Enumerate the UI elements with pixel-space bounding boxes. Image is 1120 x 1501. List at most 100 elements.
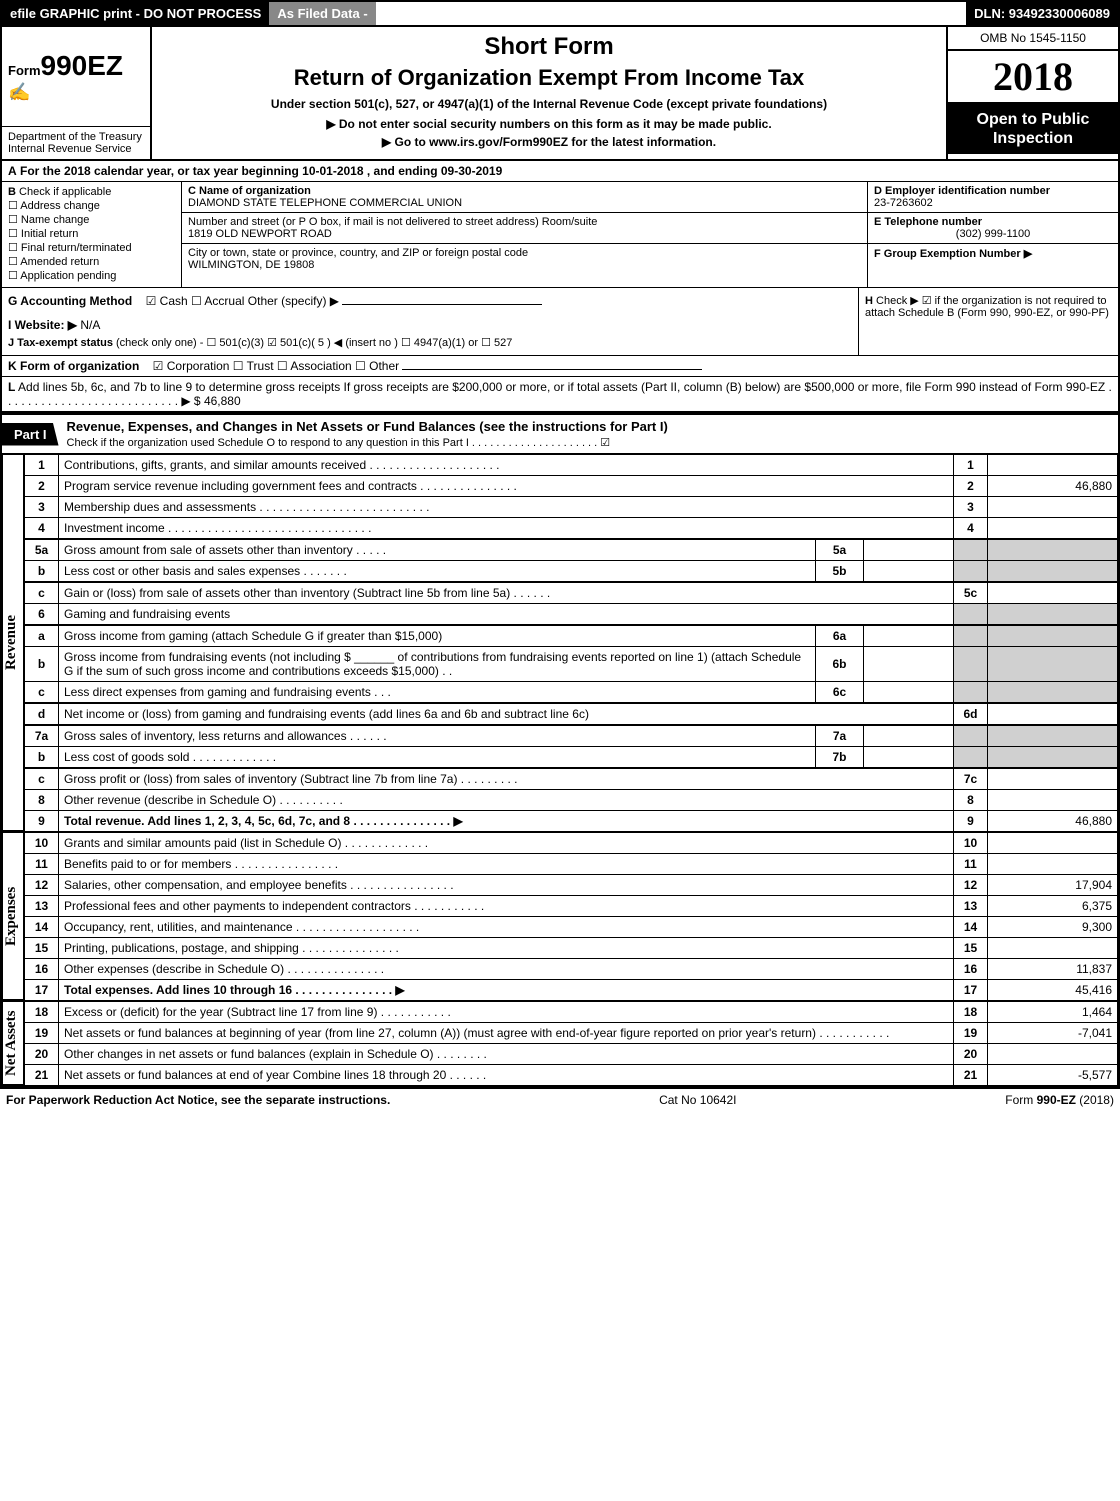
- c-column: C Name of organization DIAMOND STATE TEL…: [182, 182, 868, 287]
- l5a-n: 5a: [25, 540, 59, 561]
- l6a-d: Gross income from gaming (attach Schedul…: [59, 626, 816, 647]
- b-check-if: Check if applicable: [19, 186, 111, 198]
- l9-d: Total revenue. Add lines 1, 2, 3, 4, 5c,…: [59, 811, 954, 832]
- l6b-rg: [954, 647, 988, 682]
- row-a-text1: For the 2018 calendar year, or tax year …: [20, 164, 302, 178]
- l4-n: 4: [25, 518, 59, 539]
- revenue-side-label: Revenue: [2, 454, 24, 832]
- l5b-ag: [988, 561, 1118, 582]
- l10-r: 10: [954, 833, 988, 854]
- c-addr-block: Number and street (or P O box, if mail i…: [182, 213, 867, 244]
- b-item-1[interactable]: ☐ Name change: [8, 213, 175, 226]
- e-tel-block: E Telephone number (302) 999-1100: [868, 213, 1118, 244]
- g-options[interactable]: ☑ Cash ☐ Accrual Other (specify) ▶: [146, 294, 339, 308]
- l8-r: 8: [954, 790, 988, 811]
- k-text[interactable]: ☑ Corporation ☐ Trust ☐ Association ☐ Ot…: [153, 359, 399, 373]
- telephone: (302) 999-1100: [874, 228, 1112, 240]
- b-label: B: [8, 186, 16, 198]
- h-text[interactable]: Check ▶ ☑ if the organization is not req…: [865, 295, 1109, 319]
- l1-d: Contributions, gifts, grants, and simila…: [59, 455, 954, 476]
- l5a-mv: [864, 540, 954, 561]
- l6b-mv: [864, 647, 954, 682]
- revenue-table-7: 7aGross sales of inventory, less returns…: [24, 725, 1118, 768]
- l6b-d: Gross income from fundraising events (no…: [59, 647, 816, 682]
- b-item-5[interactable]: ☐ Application pending: [8, 269, 175, 282]
- l7b-n: b: [25, 747, 59, 768]
- l6c-mv: [864, 682, 954, 703]
- l2-a: 46,880: [988, 476, 1118, 497]
- row-a-end: 09-30-2019: [441, 164, 502, 178]
- e-tel-lbl: E Telephone number: [874, 216, 1112, 228]
- footer-right-form: 990-EZ: [1037, 1093, 1076, 1107]
- l6a-mv: [864, 626, 954, 647]
- j-label: J Tax-exempt status: [8, 337, 113, 349]
- l12-n: 12: [25, 875, 59, 896]
- row-a-text2: , and ending: [367, 164, 441, 178]
- form-number-cell: Form990EZ ✍: [2, 27, 152, 127]
- l15-n: 15: [25, 938, 59, 959]
- b-item-2[interactable]: ☐ Initial return: [8, 227, 175, 240]
- i-val: N/A: [80, 318, 100, 332]
- l6c-n: c: [25, 682, 59, 703]
- l7b-m: 7b: [816, 747, 864, 768]
- c-addr-lbl: Number and street (or P O box, if mail i…: [188, 216, 861, 228]
- b-item-3[interactable]: ☐ Final return/terminated: [8, 241, 175, 254]
- omb-number: OMB No 1545-1150: [948, 27, 1118, 51]
- l14-a: 9,300: [988, 917, 1118, 938]
- expenses-section: Expenses 10Grants and similar amounts pa…: [2, 832, 1118, 1001]
- l8-d: Other revenue (describe in Schedule O) .…: [59, 790, 954, 811]
- j-text[interactable]: (check only one) - ☐ 501(c)(3) ☑ 501(c)(…: [116, 337, 512, 349]
- title-cell: Short Form Return of Organization Exempt…: [152, 27, 948, 159]
- l6c-d: Less direct expenses from gaming and fun…: [59, 682, 816, 703]
- l-row: L Add lines 5b, 6c, and 7b to line 9 to …: [2, 377, 1118, 413]
- org-name: DIAMOND STATE TELEPHONE COMMERCIAL UNION: [188, 197, 861, 209]
- l14-d: Occupancy, rent, utilities, and maintena…: [59, 917, 954, 938]
- b-column: B Check if applicable ☐ Address change ☐…: [2, 182, 182, 287]
- c-name-lbl: C Name of organization: [188, 185, 861, 197]
- netassets-table: 18Excess or (deficit) for the year (Subt…: [24, 1001, 1118, 1086]
- footer-left: For Paperwork Reduction Act Notice, see …: [6, 1093, 390, 1107]
- l6-d: Gaming and fundraising events: [59, 604, 954, 625]
- c-city-lbl: City or town, state or province, country…: [188, 247, 861, 259]
- l3-r: 3: [954, 497, 988, 518]
- part1-check[interactable]: Check if the organization used Schedule …: [67, 437, 611, 449]
- bh-row: B Check if applicable ☐ Address change ☐…: [2, 182, 1118, 288]
- l7a-m: 7a: [816, 726, 864, 747]
- l11-a: [988, 854, 1118, 875]
- netassets-side-label: Net Assets: [2, 1001, 24, 1086]
- form-number: 990EZ: [41, 50, 124, 81]
- b-item-0[interactable]: ☐ Address change: [8, 199, 175, 212]
- l6-n: 6: [25, 604, 59, 625]
- l7c-n: c: [25, 769, 59, 790]
- revenue-table-6d: dNet income or (loss) from gaming and fu…: [24, 703, 1118, 725]
- header-row: Form990EZ ✍ Department of the Treasury I…: [2, 27, 1118, 161]
- l9-r: 9: [954, 811, 988, 832]
- part1-title: Revenue, Expenses, and Changes in Net As…: [67, 415, 1118, 453]
- l7b-ag: [988, 747, 1118, 768]
- f-grp-lbl: F Group Exemption Number ▶: [874, 247, 1112, 260]
- l5a-rg: [954, 540, 988, 561]
- l16-r: 16: [954, 959, 988, 980]
- form-prefix: Form: [8, 63, 41, 78]
- l5c-a: [988, 583, 1118, 604]
- l4-r: 4: [954, 518, 988, 539]
- i-label: I Website: ▶: [8, 318, 77, 332]
- part1-tab: Part I: [2, 423, 59, 446]
- g-left: G Accounting Method ☑ Cash ☐ Accrual Oth…: [2, 288, 858, 355]
- l15-a: [988, 938, 1118, 959]
- k-label: K Form of organization: [8, 359, 139, 373]
- footer: For Paperwork Reduction Act Notice, see …: [0, 1088, 1120, 1111]
- l7c-a: [988, 769, 1118, 790]
- short-form-title: Short Form: [160, 33, 938, 61]
- l18-d: Excess or (deficit) for the year (Subtra…: [59, 1002, 954, 1023]
- l13-n: 13: [25, 896, 59, 917]
- netassets-section: Net Assets 18Excess or (deficit) for the…: [2, 1001, 1118, 1086]
- l19-r: 19: [954, 1023, 988, 1044]
- l16-a: 11,837: [988, 959, 1118, 980]
- l13-d: Professional fees and other payments to …: [59, 896, 954, 917]
- b-item-4[interactable]: ☐ Amended return: [8, 255, 175, 268]
- org-city: WILMINGTON, DE 19808: [188, 259, 861, 271]
- l5c-r: 5c: [954, 583, 988, 604]
- l2-n: 2: [25, 476, 59, 497]
- l11-n: 11: [25, 854, 59, 875]
